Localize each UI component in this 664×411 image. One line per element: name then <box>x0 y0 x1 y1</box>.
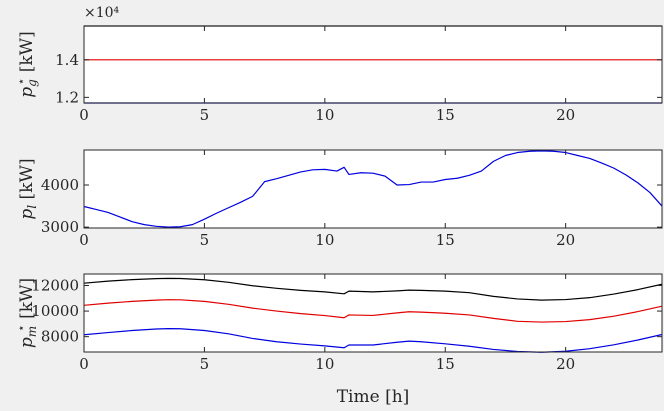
x-tick-label: 0 <box>79 231 89 249</box>
axes-frame <box>83 149 663 229</box>
plot-area <box>84 274 662 352</box>
y-tick-label: 1.2 <box>55 88 79 106</box>
x-tick-label: 20 <box>556 231 575 249</box>
y-axis-label: pm⋆ [kW] <box>14 278 39 348</box>
y-tick-label: 1.4 <box>55 51 79 69</box>
x-tick-label: 5 <box>200 106 210 124</box>
x-tick-label: 5 <box>200 355 210 373</box>
y-axis-label: pg⋆ [kW] <box>14 31 39 98</box>
y-tick-label: 10000 <box>31 302 79 320</box>
x-tick-label: 20 <box>556 106 575 124</box>
series-line-1 <box>83 277 663 301</box>
y-axis-label: pl [kW] <box>17 158 39 219</box>
x-tick-label: 10 <box>315 355 334 373</box>
x-axis-label: Time [h] <box>337 387 410 407</box>
y-tick-label: 8000 <box>41 328 79 346</box>
x-tick-label: 15 <box>436 106 455 124</box>
y-tick-label: 3000 <box>41 218 79 236</box>
x-tick-label: 0 <box>79 106 89 124</box>
x-tick-label: 15 <box>436 231 455 249</box>
x-tick-label: 20 <box>556 355 575 373</box>
plot-area <box>84 26 662 103</box>
axis-multiplier: ×10⁴ <box>84 5 120 21</box>
series-line-2 <box>83 299 663 323</box>
x-tick-label: 5 <box>200 231 210 249</box>
x-tick-label: 0 <box>79 355 89 373</box>
x-tick-label: 10 <box>315 106 334 124</box>
x-tick-label: 15 <box>436 355 455 373</box>
series-line-1 <box>83 150 663 228</box>
axes-frame <box>83 25 663 104</box>
y-tick-label: 4000 <box>41 176 79 194</box>
x-tick-label: 10 <box>315 231 334 249</box>
plot-area <box>84 150 662 228</box>
axes-frame <box>83 273 663 353</box>
subplot-1: 0 5 10 15 20 1.2 1.4 ×10⁴ pg⋆ [kW] <box>14 5 663 124</box>
y-tick-label: 12000 <box>31 277 79 295</box>
